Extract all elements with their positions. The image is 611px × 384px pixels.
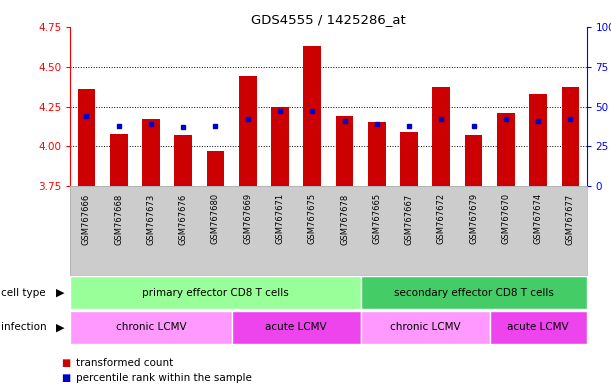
Bar <box>70 311 232 344</box>
Bar <box>271 107 289 186</box>
Text: transformed count: transformed count <box>76 358 174 368</box>
Text: secondary effector CD8 T cells: secondary effector CD8 T cells <box>393 288 554 298</box>
Text: GSM767665: GSM767665 <box>372 193 381 245</box>
Text: GSM767666: GSM767666 <box>82 193 91 245</box>
Bar <box>562 88 579 186</box>
Text: GSM767676: GSM767676 <box>178 193 188 245</box>
Bar <box>335 116 353 186</box>
Text: percentile rank within the sample: percentile rank within the sample <box>76 373 252 383</box>
Text: GSM767678: GSM767678 <box>340 193 349 245</box>
Bar <box>78 89 95 186</box>
Text: GSM767667: GSM767667 <box>404 193 414 245</box>
Bar <box>368 122 386 186</box>
Bar <box>70 276 360 309</box>
Text: ■: ■ <box>61 373 70 383</box>
Text: primary effector CD8 T cells: primary effector CD8 T cells <box>142 288 289 298</box>
Text: GSM767672: GSM767672 <box>437 193 446 245</box>
Text: infection: infection <box>1 322 47 333</box>
Text: ▶: ▶ <box>56 288 64 298</box>
Text: acute LCMV: acute LCMV <box>265 322 327 333</box>
Bar <box>360 276 587 309</box>
Bar <box>490 311 587 344</box>
Title: GDS4555 / 1425286_at: GDS4555 / 1425286_at <box>251 13 406 26</box>
Text: chronic LCMV: chronic LCMV <box>115 322 186 333</box>
Text: GSM767680: GSM767680 <box>211 193 220 245</box>
Bar <box>465 135 483 186</box>
Bar <box>529 94 547 186</box>
Text: GSM767669: GSM767669 <box>243 193 252 245</box>
Text: ■: ■ <box>61 358 70 368</box>
Text: cell type: cell type <box>1 288 46 298</box>
Bar <box>433 88 450 186</box>
Bar <box>304 46 321 186</box>
Text: GSM767675: GSM767675 <box>308 193 316 245</box>
Text: GSM767674: GSM767674 <box>533 193 543 245</box>
Bar <box>142 119 160 186</box>
Bar <box>207 151 224 186</box>
Bar <box>400 132 418 186</box>
Text: GSM767670: GSM767670 <box>502 193 510 245</box>
Text: ▶: ▶ <box>56 322 64 333</box>
Bar <box>497 113 514 186</box>
Bar <box>239 76 257 186</box>
Text: GSM767668: GSM767668 <box>114 193 123 245</box>
Text: GSM767679: GSM767679 <box>469 193 478 245</box>
Bar <box>110 134 128 186</box>
Text: GSM767677: GSM767677 <box>566 193 575 245</box>
Text: chronic LCMV: chronic LCMV <box>390 322 461 333</box>
Text: GSM767673: GSM767673 <box>147 193 155 245</box>
Text: GSM767671: GSM767671 <box>276 193 285 245</box>
Bar <box>174 135 192 186</box>
Text: acute LCMV: acute LCMV <box>507 322 569 333</box>
Bar <box>360 311 490 344</box>
Bar <box>232 311 360 344</box>
